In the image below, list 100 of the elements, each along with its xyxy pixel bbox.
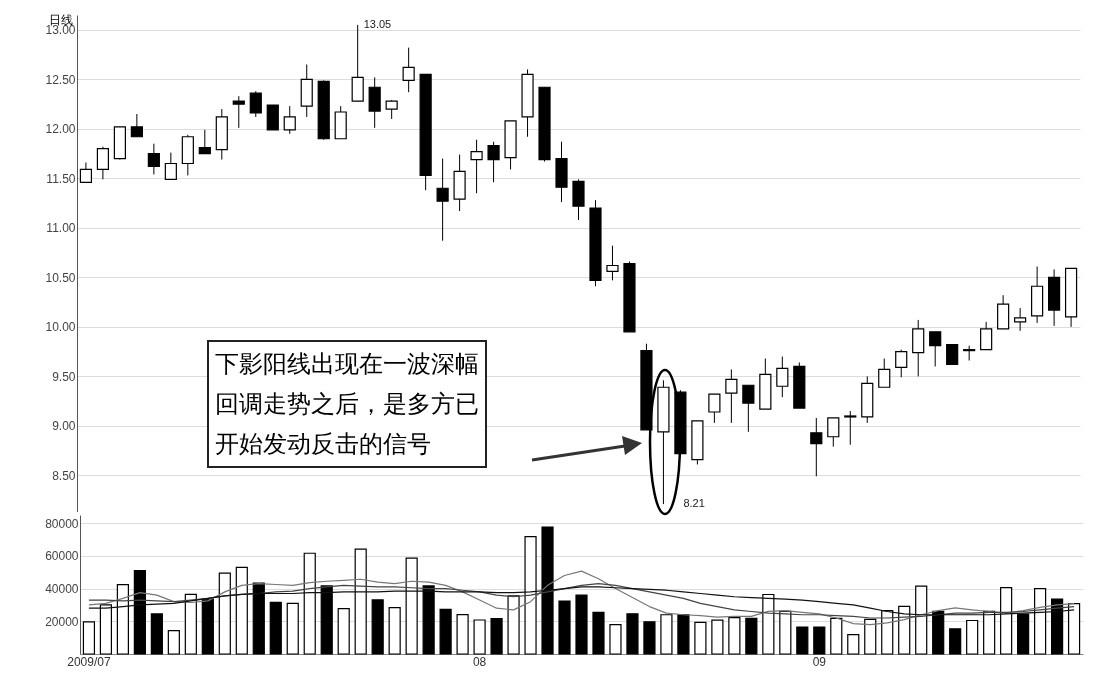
x-tick-label: 2009/07 bbox=[67, 654, 111, 669]
y-tick-label: 9.50 bbox=[52, 369, 76, 384]
x-tick-label: 08 bbox=[472, 654, 487, 669]
candlestick bbox=[895, 349, 908, 378]
candlestick bbox=[198, 129, 211, 155]
y-tick-label: 9.00 bbox=[52, 419, 76, 434]
bar bbox=[524, 535, 537, 655]
bar bbox=[405, 557, 418, 655]
candlestick bbox=[776, 356, 789, 398]
bar bbox=[167, 630, 180, 655]
bar bbox=[286, 602, 299, 655]
bar bbox=[303, 552, 316, 655]
y-tick-label: 11.50 bbox=[46, 171, 76, 186]
bar bbox=[898, 605, 911, 655]
bar bbox=[677, 614, 690, 655]
candlestick bbox=[980, 321, 993, 351]
bar bbox=[320, 585, 333, 655]
candlestick bbox=[742, 384, 755, 433]
candlestick bbox=[946, 344, 959, 366]
bar bbox=[82, 621, 96, 655]
bar bbox=[133, 570, 146, 655]
bar bbox=[1000, 587, 1013, 655]
bar bbox=[745, 617, 758, 655]
candlestick bbox=[844, 410, 857, 446]
bar bbox=[711, 619, 724, 655]
bar bbox=[915, 585, 928, 655]
candlestick bbox=[96, 146, 109, 180]
candlestick bbox=[912, 319, 925, 377]
bar bbox=[728, 617, 741, 655]
y-tick-label: 11.00 bbox=[46, 221, 76, 236]
bar bbox=[694, 621, 707, 655]
bar bbox=[490, 618, 503, 655]
bar bbox=[235, 566, 248, 655]
y-tick-label: 20000 bbox=[45, 614, 79, 629]
bar bbox=[422, 585, 435, 655]
bar bbox=[813, 626, 826, 655]
bar bbox=[439, 608, 452, 655]
bar bbox=[575, 594, 588, 655]
candlestick bbox=[402, 47, 415, 93]
candlestick bbox=[487, 141, 500, 183]
bar bbox=[1051, 598, 1064, 655]
bar bbox=[150, 613, 163, 655]
bar bbox=[269, 601, 282, 655]
bar bbox=[609, 623, 622, 655]
bar bbox=[116, 584, 129, 655]
candlestick bbox=[606, 245, 619, 281]
bar bbox=[932, 610, 945, 655]
bar bbox=[1067, 603, 1081, 655]
candlestick bbox=[79, 162, 93, 183]
candlestick bbox=[1014, 307, 1027, 332]
y-tick-label: 40000 bbox=[45, 582, 79, 597]
candlestick bbox=[827, 417, 840, 448]
bar bbox=[371, 599, 384, 655]
bar bbox=[983, 610, 996, 655]
annotation: 13.05 bbox=[363, 17, 392, 30]
annotation: 8.21 bbox=[683, 497, 705, 510]
bar bbox=[966, 619, 979, 655]
bar bbox=[830, 617, 843, 655]
bar bbox=[252, 582, 265, 655]
bar bbox=[660, 614, 673, 655]
bar bbox=[541, 526, 554, 655]
candlestick bbox=[708, 393, 721, 424]
candlestick bbox=[147, 143, 160, 175]
bar bbox=[1034, 587, 1047, 655]
bar bbox=[864, 618, 877, 655]
y-tick-label: 12.50 bbox=[45, 72, 76, 87]
bar bbox=[218, 572, 231, 655]
bar bbox=[847, 634, 860, 655]
bar bbox=[456, 613, 469, 655]
bar bbox=[762, 593, 775, 655]
candlestick bbox=[164, 152, 177, 180]
candlestick bbox=[470, 139, 483, 194]
bar bbox=[201, 598, 214, 655]
bar bbox=[779, 610, 792, 655]
y-tick-label: 10.50 bbox=[45, 270, 76, 285]
y-tick-label: 80000 bbox=[45, 516, 79, 531]
candlestick bbox=[283, 105, 296, 135]
candlestick bbox=[130, 113, 143, 138]
bar bbox=[626, 613, 639, 655]
bar bbox=[473, 619, 486, 655]
bar bbox=[507, 595, 520, 655]
candlestick bbox=[929, 331, 942, 367]
annotation: 下影阳线出现在一波深幅回调走势之后，是多方已开始发动反击的信号 bbox=[207, 340, 487, 468]
bar bbox=[796, 626, 809, 655]
bar bbox=[354, 548, 367, 655]
candlestick bbox=[878, 358, 891, 388]
y-tick-label: 8.50 bbox=[52, 468, 76, 483]
bar bbox=[558, 600, 571, 655]
x-tick-label: 09 bbox=[812, 654, 827, 669]
candlestick bbox=[351, 24, 364, 102]
bar bbox=[949, 628, 962, 655]
candlestick bbox=[725, 368, 738, 424]
bar bbox=[592, 611, 605, 655]
y-tick-label: 12.00 bbox=[45, 122, 76, 137]
candlestick bbox=[368, 76, 381, 129]
y-tick-label: 10.00 bbox=[45, 320, 76, 335]
candlestick bbox=[385, 99, 398, 120]
y-tick-label: 60000 bbox=[45, 549, 79, 564]
bar bbox=[184, 593, 197, 655]
bar bbox=[1017, 613, 1030, 655]
